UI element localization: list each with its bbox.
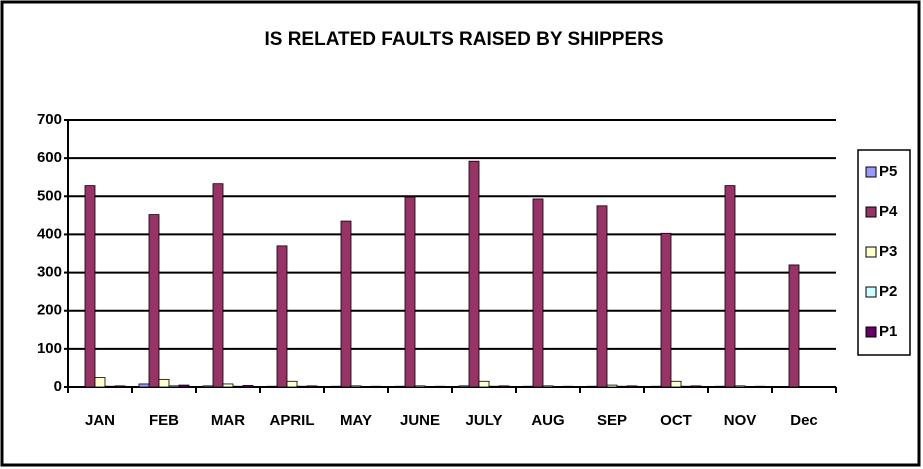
bar xyxy=(276,245,288,388)
bar xyxy=(296,385,308,388)
bar xyxy=(114,385,126,388)
bar xyxy=(488,385,500,388)
bar xyxy=(404,196,416,388)
x-tick-label: NOV xyxy=(724,412,757,429)
bar xyxy=(222,383,234,388)
x-tick-label: JAN xyxy=(85,412,115,429)
legend-swatch xyxy=(865,166,877,178)
x-tick-label: OCT xyxy=(660,412,692,429)
bar xyxy=(660,232,672,388)
bar xyxy=(434,385,446,388)
bar xyxy=(242,385,254,388)
bar xyxy=(458,385,470,388)
bar xyxy=(522,385,534,388)
bar xyxy=(724,185,736,388)
bar xyxy=(138,383,150,388)
x-tick-label: MAR xyxy=(211,412,245,429)
bar xyxy=(168,385,180,388)
bar xyxy=(670,380,682,388)
bar xyxy=(350,385,362,388)
x-tick-label: Dec xyxy=(790,412,818,429)
bar xyxy=(714,385,726,388)
chart-title: IS RELATED FAULTS RAISED BY SHIPPERS xyxy=(264,29,663,50)
legend-label: P4 xyxy=(879,203,898,220)
y-tick-label: 100 xyxy=(37,340,62,357)
bar xyxy=(286,380,298,388)
bar xyxy=(94,377,106,388)
bar xyxy=(84,185,96,388)
legend-label: P2 xyxy=(879,283,897,300)
bar xyxy=(734,385,746,388)
y-tick-label: 0 xyxy=(54,378,62,395)
y-tick-label: 700 xyxy=(37,111,62,128)
bar xyxy=(690,385,702,388)
y-tick-label: 600 xyxy=(37,149,62,166)
bar xyxy=(586,385,598,388)
legend-label: P1 xyxy=(879,323,897,340)
bar xyxy=(596,205,608,388)
legend-swatch xyxy=(865,326,877,338)
y-tick-label: 400 xyxy=(37,225,62,242)
bar xyxy=(562,385,574,388)
legend-swatch xyxy=(865,246,877,258)
x-tick-label: SEP xyxy=(597,412,627,429)
legend-label: P5 xyxy=(879,163,897,180)
x-tick-label: MAY xyxy=(340,412,372,429)
bar xyxy=(542,385,554,388)
x-tick-label: JUNE xyxy=(400,412,440,429)
legend-swatch xyxy=(865,206,877,218)
x-tick-label: JULY xyxy=(466,412,503,429)
y-tick-label: 500 xyxy=(37,187,62,204)
bar xyxy=(478,380,490,388)
bar xyxy=(202,385,214,388)
bar xyxy=(340,220,352,388)
bar xyxy=(212,183,224,388)
bar xyxy=(370,385,382,388)
bar xyxy=(616,385,628,388)
bar xyxy=(468,160,480,388)
bar xyxy=(498,385,510,388)
bar xyxy=(650,385,662,388)
bar xyxy=(306,385,318,388)
bar xyxy=(266,385,278,388)
bar xyxy=(104,385,116,388)
bar xyxy=(330,385,342,388)
bar xyxy=(148,214,160,388)
bar xyxy=(532,198,544,388)
bar xyxy=(414,385,426,388)
bar xyxy=(606,384,618,388)
bar xyxy=(178,384,190,388)
bar xyxy=(158,378,170,388)
x-tick-label: FEB xyxy=(149,412,179,429)
y-tick-label: 200 xyxy=(37,302,62,319)
bar xyxy=(754,385,766,388)
x-tick-label: APRIL xyxy=(270,412,315,429)
bar xyxy=(788,264,800,388)
legend-swatch xyxy=(865,286,877,298)
legend-label: P3 xyxy=(879,243,897,260)
bar xyxy=(394,385,406,388)
x-tick-label: AUG xyxy=(531,412,564,429)
bar xyxy=(680,385,692,388)
y-tick-label: 300 xyxy=(37,264,62,281)
bar xyxy=(626,385,638,388)
bar xyxy=(232,385,244,388)
